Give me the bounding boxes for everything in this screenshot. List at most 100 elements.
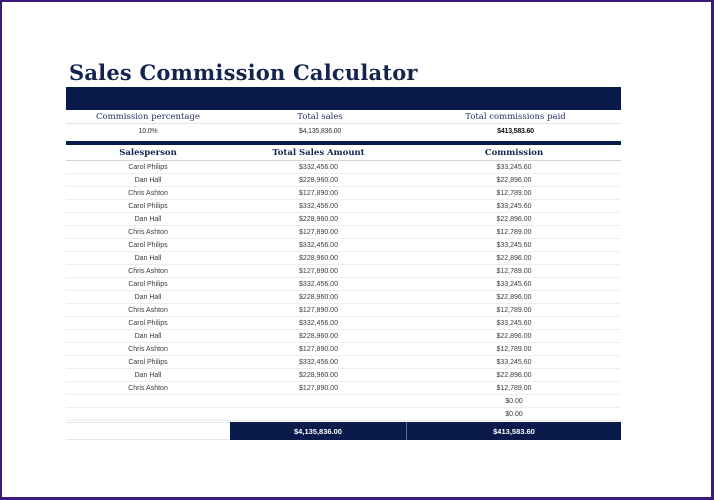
total-sales-cell[interactable]: $228,960.00	[299, 293, 338, 301]
total-sales-cell[interactable]: $228,960.00	[299, 332, 338, 340]
commission-cell[interactable]: $0.00	[505, 410, 523, 418]
header-banner	[66, 87, 621, 110]
summary-values-row: 10.0% $4,135,836.00 $413,583.60	[66, 124, 621, 139]
table-row: Dan Hall $228,960.00 $22,896.00	[66, 330, 621, 343]
table-row: $0.00	[66, 395, 621, 408]
table-row: Carol Philips $332,456.00 $33,245.60	[66, 278, 621, 291]
table-row: Dan Hall $228,960.00 $22,896.00	[66, 369, 621, 382]
salesperson-cell[interactable]: Dan Hall	[134, 293, 162, 301]
total-commissions-label: Total commissions paid	[465, 111, 566, 122]
total-sales-cell[interactable]: $332,456.00	[299, 319, 338, 327]
column-header-commission: Commission	[484, 147, 544, 158]
column-header-total-sales: Total Sales Amount	[272, 147, 365, 158]
total-sales-cell[interactable]: $127,890.00	[299, 189, 338, 197]
salesperson-cell[interactable]: Chris Ashton	[128, 267, 168, 275]
grand-total-sales: $4,135,836.00	[230, 422, 407, 440]
total-commissions-value: $413,583.60	[497, 128, 534, 135]
table-row: Chris Ashton $127,890.00 $12,789.00	[66, 187, 621, 200]
table-header-row: Salesperson Total Sales Amount Commissio…	[66, 145, 621, 161]
salesperson-cell[interactable]: Dan Hall	[134, 332, 162, 340]
total-sales-value: $4,135,836.00	[298, 128, 342, 135]
commission-cell[interactable]: $22,896.00	[496, 176, 532, 184]
total-sales-cell[interactable]: $127,890.00	[299, 384, 338, 392]
total-sales-cell[interactable]: $228,960.00	[299, 254, 338, 262]
total-sales-cell[interactable]: $332,456.00	[299, 358, 338, 366]
commission-cell[interactable]: $33,245.60	[496, 319, 532, 327]
salesperson-cell[interactable]: Carol Philips	[128, 163, 168, 171]
commission-cell[interactable]: $22,896.00	[496, 332, 532, 340]
summary-header-row: Commission percentage Total sales Total …	[66, 110, 621, 124]
commission-sheet: Commission percentage Total sales Total …	[66, 87, 621, 440]
table-row: Carol Philips $332,456.00 $33,245.60	[66, 356, 621, 369]
page-title: Sales Commission Calculator	[69, 60, 418, 85]
total-sales-cell[interactable]	[230, 395, 407, 407]
total-sales-cell[interactable]: $332,456.00	[299, 163, 338, 171]
salesperson-cell[interactable]: Dan Hall	[134, 176, 162, 184]
totals-label	[66, 422, 230, 440]
commission-cell[interactable]: $12,789.00	[496, 267, 532, 275]
commission-cell[interactable]: $33,245.60	[496, 280, 532, 288]
commission-cell[interactable]: $12,789.00	[496, 384, 532, 392]
total-sales-cell[interactable]: $332,456.00	[299, 241, 338, 249]
commission-cell[interactable]: $33,245.60	[496, 202, 532, 210]
table-row: Carol Philips $332,456.00 $33,245.60	[66, 200, 621, 213]
commission-cell[interactable]: $33,245.60	[496, 163, 532, 171]
salesperson-cell[interactable]: Chris Ashton	[128, 189, 168, 197]
salesperson-cell[interactable]: Carol Philips	[128, 280, 168, 288]
commission-cell[interactable]: $33,245.60	[496, 241, 532, 249]
table-row: Dan Hall $228,960.00 $22,896.00	[66, 252, 621, 265]
total-sales-cell[interactable]: $127,890.00	[299, 345, 338, 353]
commission-cell[interactable]: $12,789.00	[496, 306, 532, 314]
commission-cell[interactable]: $0.00	[505, 397, 523, 405]
salesperson-cell[interactable]: Dan Hall	[134, 215, 162, 223]
total-sales-cell[interactable]: $127,890.00	[299, 306, 338, 314]
salesperson-cell[interactable]	[66, 395, 230, 407]
total-sales-cell[interactable]: $332,456.00	[299, 202, 338, 210]
total-sales-label: Total sales	[297, 111, 343, 122]
grand-total-commission: $413,583.60	[407, 422, 621, 440]
table-row: $0.00	[66, 408, 621, 421]
total-sales-cell[interactable]: $228,960.00	[299, 176, 338, 184]
total-sales-cell[interactable]: $332,456.00	[299, 280, 338, 288]
table-row: Chris Ashton $127,890.00 $12,789.00	[66, 382, 621, 395]
table-row: Chris Ashton $127,890.00 $12,789.00	[66, 343, 621, 356]
salesperson-cell[interactable]: Chris Ashton	[128, 345, 168, 353]
salesperson-cell[interactable]: Dan Hall	[134, 254, 162, 262]
commission-cell[interactable]: $12,789.00	[496, 189, 532, 197]
salesperson-cell[interactable]: Chris Ashton	[128, 306, 168, 314]
table-row: Dan Hall $228,960.00 $22,896.00	[66, 174, 621, 187]
salesperson-cell[interactable]	[66, 408, 230, 420]
salesperson-cell[interactable]: Chris Ashton	[128, 384, 168, 392]
table-row: Dan Hall $228,960.00 $22,896.00	[66, 213, 621, 226]
commission-cell[interactable]: $33,245.60	[496, 358, 532, 366]
total-sales-cell[interactable]: $228,960.00	[299, 371, 338, 379]
commission-cell[interactable]: $22,896.00	[496, 254, 532, 262]
table-row: Dan Hall $228,960.00 $22,896.00	[66, 291, 621, 304]
total-sales-cell[interactable]: $127,890.00	[299, 267, 338, 275]
table-row: Carol Philips $332,456.00 $33,245.60	[66, 239, 621, 252]
commission-cell[interactable]: $12,789.00	[496, 228, 532, 236]
table-row: Chris Ashton $127,890.00 $12,789.00	[66, 226, 621, 239]
salesperson-cell[interactable]: Carol Philips	[128, 241, 168, 249]
commission-cell[interactable]: $22,896.00	[496, 293, 532, 301]
table-body: Carol Philips $332,456.00 $33,245.60 Dan Ha…	[66, 161, 621, 421]
salesperson-cell[interactable]: Carol Philips	[128, 319, 168, 327]
total-sales-cell[interactable]: $127,890.00	[299, 228, 338, 236]
section-divider-bar	[66, 141, 621, 145]
table-row: Chris Ashton $127,890.00 $12,789.00	[66, 265, 621, 278]
total-sales-cell[interactable]	[230, 408, 407, 420]
commission-cell[interactable]: $22,896.00	[496, 215, 532, 223]
salesperson-cell[interactable]: Carol Philips	[128, 202, 168, 210]
commission-cell[interactable]: $22,896.00	[496, 371, 532, 379]
totals-row: $4,135,836.00 $413,583.60	[66, 422, 621, 440]
commission-percentage-input[interactable]: 10.0%	[138, 128, 158, 135]
column-header-salesperson: Salesperson	[119, 147, 177, 158]
salesperson-cell[interactable]: Chris Ashton	[128, 228, 168, 236]
total-sales-cell[interactable]: $228,960.00	[299, 215, 338, 223]
salesperson-cell[interactable]: Carol Philips	[128, 358, 168, 366]
commission-percentage-label: Commission percentage	[96, 111, 200, 122]
table-row: Carol Philips $332,456.00 $33,245.60	[66, 161, 621, 174]
commission-cell[interactable]: $12,789.00	[496, 345, 532, 353]
table-row: Chris Ashton $127,890.00 $12,789.00	[66, 304, 621, 317]
salesperson-cell[interactable]: Dan Hall	[134, 371, 162, 379]
